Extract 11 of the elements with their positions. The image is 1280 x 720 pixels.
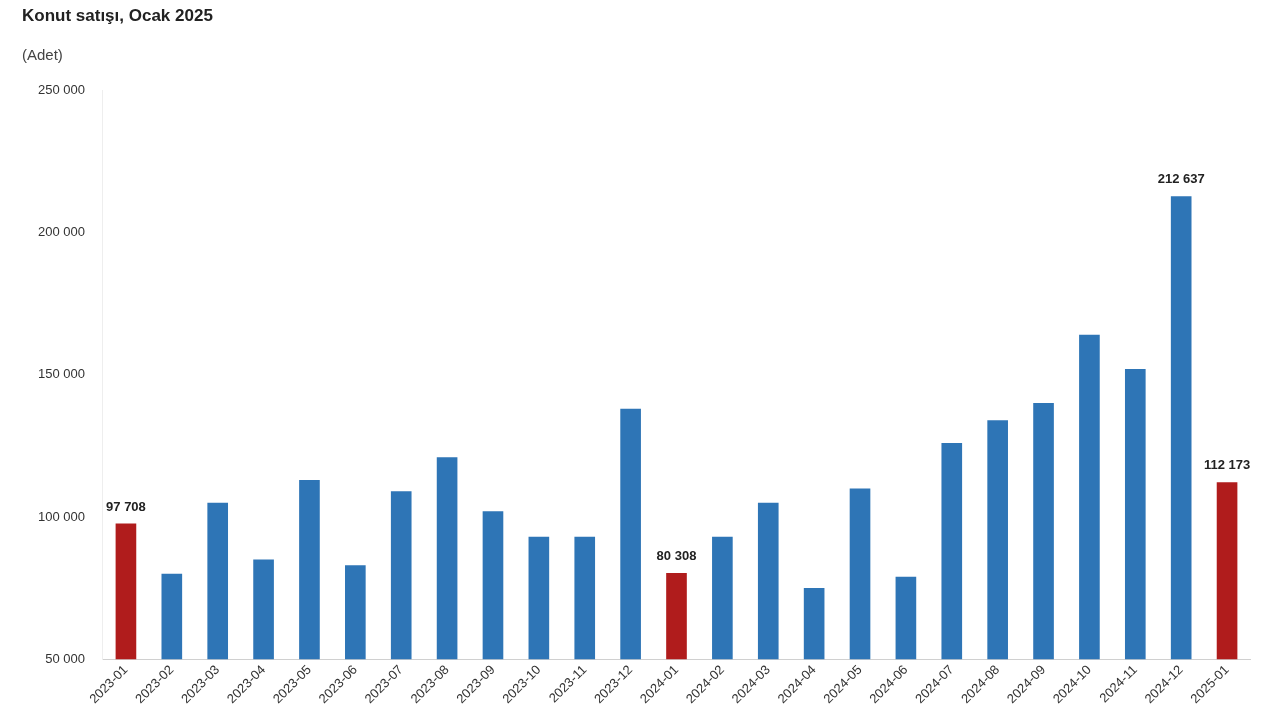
data-label: 97 708 <box>106 498 146 514</box>
y-tick-label: 200 000 <box>37 223 85 239</box>
y-tick-label: 250 000 <box>37 81 85 97</box>
data-label: 80 308 <box>656 548 697 564</box>
y-tick-label: 100 000 <box>37 508 85 524</box>
chart-subtitle: (Adet) <box>22 46 63 63</box>
y-tick-label: 150 000 <box>37 366 85 382</box>
chart-title: Konut satışı, Ocak 2025 <box>22 6 213 26</box>
data-label: 212 637 <box>1157 171 1205 187</box>
y-tick-label: 50 000 <box>45 650 85 666</box>
data-label: 112 173 <box>1203 457 1251 473</box>
